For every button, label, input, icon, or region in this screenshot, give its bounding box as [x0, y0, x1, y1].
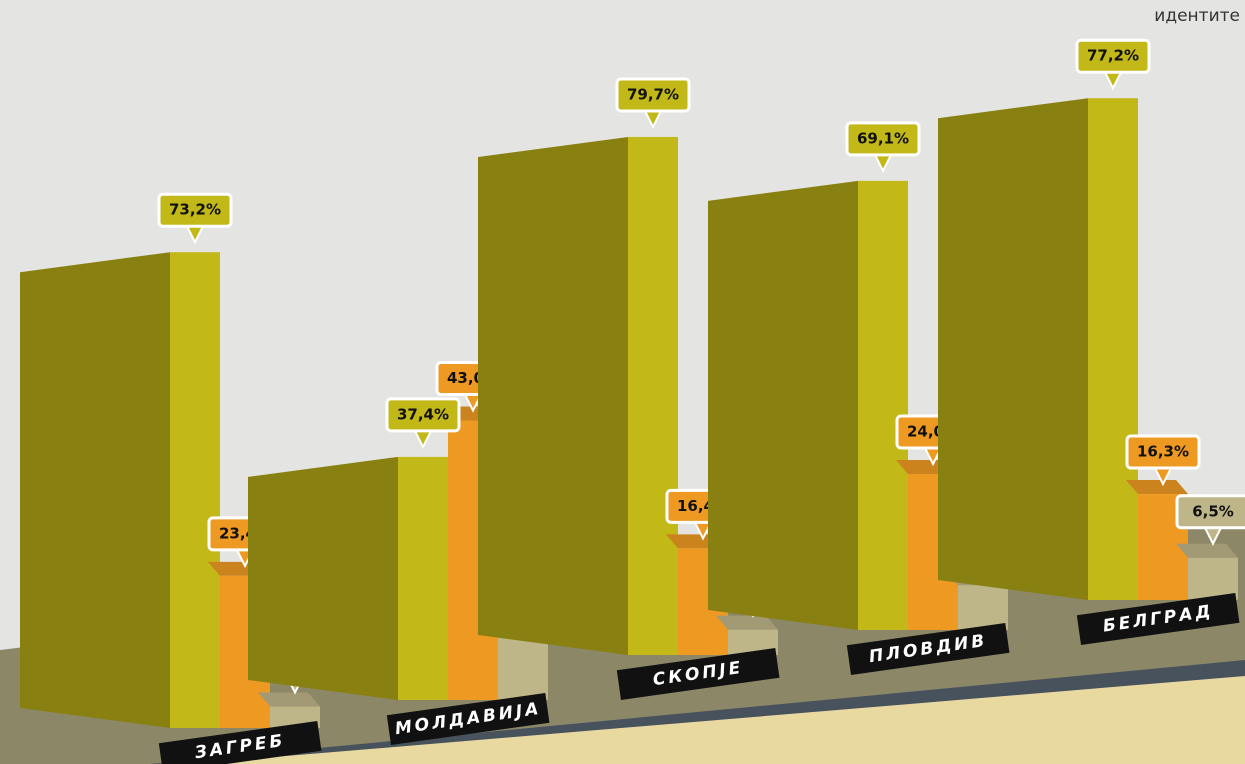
callout: 77,2% — [1075, 38, 1151, 91]
bar — [170, 252, 220, 728]
bar-side — [938, 98, 1088, 600]
callout-box — [157, 192, 233, 228]
callout: 16,3% — [1125, 434, 1201, 487]
banner — [158, 721, 322, 764]
callout-box — [615, 77, 691, 113]
callout-pointer — [185, 225, 205, 245]
bar-top — [1176, 543, 1238, 558]
banner — [386, 693, 550, 745]
bar-side — [20, 252, 170, 728]
callout-pointer — [873, 153, 893, 174]
callout: 69,1% — [845, 121, 921, 174]
bar — [958, 585, 1008, 630]
callout: 73,2% — [157, 192, 233, 245]
banner — [1076, 593, 1240, 645]
callout: 6,5% — [1175, 494, 1245, 546]
bar — [398, 456, 448, 700]
banner — [616, 648, 780, 700]
value-label: 77,2% — [1087, 47, 1139, 65]
note: идентите — [1154, 6, 1240, 26]
callout-box — [1125, 434, 1201, 470]
bar-top — [716, 615, 778, 630]
callout-box — [845, 121, 921, 157]
bar-side — [248, 456, 398, 700]
banner — [846, 623, 1010, 675]
bar-top — [1126, 480, 1188, 495]
floor — [190, 676, 1245, 764]
value-label: 6,5% — [1192, 502, 1234, 520]
bar — [628, 136, 678, 655]
callout-box — [1075, 38, 1151, 74]
bar — [1188, 557, 1238, 600]
bar-side — [478, 136, 628, 655]
bar — [858, 180, 908, 630]
callout: 79,7% — [615, 77, 691, 130]
callout-pointer — [643, 109, 663, 130]
callout-box — [1175, 494, 1245, 530]
value-label: 16,3% — [1137, 443, 1189, 461]
value-label: 37,4% — [397, 405, 449, 423]
callout-pointer — [1103, 71, 1123, 91]
value-label: 69,1% — [857, 129, 909, 147]
value-label: 73,2% — [169, 201, 221, 219]
callout-pointer — [413, 429, 433, 450]
bar-top — [258, 692, 320, 707]
value-label: 79,7% — [627, 85, 679, 103]
callout-box — [385, 397, 461, 433]
bar-side — [708, 180, 858, 630]
bar — [1088, 98, 1138, 600]
callout: 37,4% — [385, 397, 461, 450]
